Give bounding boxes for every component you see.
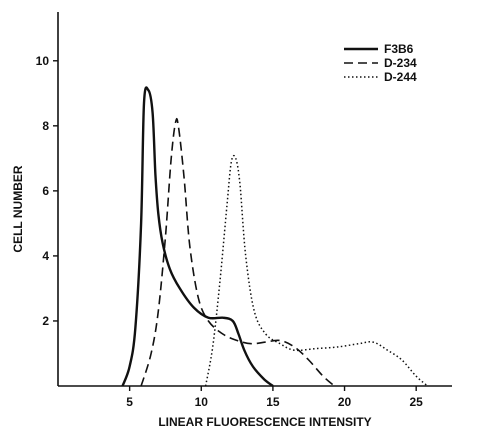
series-line-d-244	[204, 154, 429, 387]
y-tick-label: 8	[42, 119, 49, 133]
series-group	[121, 86, 429, 387]
x-tick-label: 5	[126, 395, 133, 409]
x-axis-label: LINEAR FLUORESCENCE INTENSITY	[158, 415, 371, 429]
x-tick-label: 10	[195, 395, 209, 409]
x-tick-label: 15	[266, 395, 280, 409]
x-tick-label: 25	[410, 395, 424, 409]
series-line-f3b6	[121, 86, 274, 387]
legend-label-d-234: D-234	[384, 56, 417, 70]
y-tick-label: 2	[42, 314, 49, 328]
x-tick-label: 20	[338, 395, 352, 409]
plot-area: 2 4 6 8 10 5 10 15 20 25	[36, 12, 452, 409]
x-ticks: 5 10 15 20 25	[126, 386, 423, 409]
y-tick-label: 10	[36, 54, 50, 68]
y-tick-label: 6	[42, 184, 49, 198]
y-ticks: 2 4 6 8 10	[36, 54, 58, 328]
legend-label-f3b6: F3B6	[384, 42, 414, 56]
y-axis-label: CELL NUMBER	[11, 165, 25, 252]
series-line-d-234	[140, 117, 336, 387]
y-tick-label: 4	[42, 249, 49, 263]
legend-label-d-244: D-244	[384, 70, 417, 84]
